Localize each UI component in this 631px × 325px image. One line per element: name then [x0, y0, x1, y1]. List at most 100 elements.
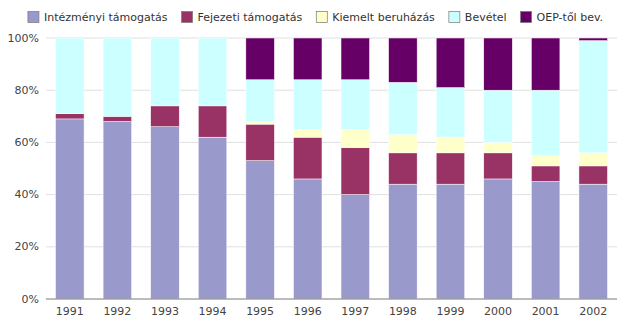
x-tick-label: 1995	[246, 305, 274, 318]
bar	[341, 129, 370, 147]
bar	[389, 38, 418, 82]
bar	[56, 119, 85, 299]
bar	[198, 38, 227, 39]
bar	[151, 106, 180, 127]
bar	[103, 116, 132, 121]
bar	[389, 153, 418, 184]
x-axis: 1991 1992 1993 1994 1995 1996 1997 1998 1999 2000…	[46, 299, 617, 318]
bar	[436, 88, 465, 138]
legend-item: OEP-től bev.	[521, 11, 603, 24]
bar	[293, 80, 322, 130]
bar	[341, 80, 370, 130]
legend-swatch	[182, 12, 193, 23]
grid-line	[46, 299, 617, 300]
bar	[531, 166, 560, 182]
bar	[246, 122, 275, 125]
y-tick-label: 100%	[8, 32, 39, 45]
bar	[293, 179, 322, 299]
bar	[484, 153, 513, 179]
grid	[46, 38, 617, 299]
legend-item: Fejezeti támogatás	[182, 11, 303, 24]
legend-item: Bevétel	[449, 11, 507, 24]
x-tick-label: 1999	[436, 305, 464, 318]
bar-series	[56, 38, 608, 155]
bar	[484, 179, 513, 299]
bar	[151, 127, 180, 299]
x-tick-label: 1994	[199, 305, 227, 318]
legend: Intézményi támogatás Fejezeti támogatás Ki…	[28, 11, 603, 24]
bar-series	[56, 106, 608, 195]
bar	[436, 184, 465, 299]
bar	[484, 90, 513, 142]
bar	[246, 80, 275, 122]
bar	[579, 38, 608, 41]
x-tick-label: 1998	[389, 305, 417, 318]
legend-label: Intézményi támogatás	[44, 11, 168, 24]
x-tick-label: 2000	[484, 305, 512, 318]
chart: Intézményi támogatás Fejezeti támogatás Ki…	[0, 0, 631, 325]
bar	[579, 41, 608, 153]
y-tick-label: 40%	[15, 188, 39, 201]
legend-swatch	[449, 12, 460, 23]
y-axis: 0% 20% 40% 60% 80% 100%	[8, 32, 39, 306]
bar	[484, 38, 513, 90]
bar	[246, 124, 275, 161]
bar	[531, 155, 560, 165]
bars	[56, 38, 608, 299]
bar	[531, 38, 560, 90]
x-tick-label: 1997	[341, 305, 369, 318]
bar	[151, 38, 180, 106]
x-tick-label: 2002	[579, 305, 607, 318]
legend-item: Intézményi támogatás	[28, 11, 168, 24]
bar	[579, 166, 608, 184]
bar	[198, 137, 227, 299]
bar	[103, 38, 132, 116]
legend-swatch	[28, 12, 39, 23]
bar	[246, 38, 275, 80]
legend-label: Kiemelt beruházás	[332, 11, 435, 24]
legend-swatch	[316, 12, 327, 23]
bar	[484, 142, 513, 152]
bar	[579, 153, 608, 166]
x-tick-label: 1993	[151, 305, 179, 318]
legend-label: OEP-től bev.	[537, 11, 603, 24]
y-tick-label: 60%	[15, 136, 39, 149]
x-tick-label: 1991	[56, 305, 84, 318]
legend-swatch	[521, 12, 532, 23]
bar	[56, 114, 85, 119]
legend-item: Kiemelt beruházás	[316, 11, 435, 24]
bar-series	[246, 38, 608, 90]
x-tick-label: 1996	[294, 305, 322, 318]
bar	[151, 38, 180, 39]
bar	[389, 135, 418, 153]
legend-label: Bevétel	[465, 11, 507, 24]
bar	[103, 38, 132, 39]
bar	[389, 184, 418, 299]
bar	[293, 137, 322, 179]
bar	[341, 195, 370, 299]
bar	[56, 38, 85, 39]
y-tick-label: 20%	[15, 240, 39, 253]
y-tick-label: 0%	[22, 293, 39, 306]
bar	[436, 137, 465, 153]
bar	[198, 106, 227, 137]
legend-label: Fejezeti támogatás	[198, 11, 303, 24]
bar	[56, 38, 85, 114]
bar	[293, 129, 322, 137]
bar	[246, 161, 275, 299]
bar	[579, 184, 608, 299]
bar-series	[56, 119, 608, 299]
bar	[436, 153, 465, 184]
bar	[341, 38, 370, 80]
x-tick-label: 1992	[103, 305, 131, 318]
y-tick-label: 80%	[15, 84, 39, 97]
bar	[293, 38, 322, 80]
bar	[103, 122, 132, 299]
bar	[341, 148, 370, 195]
bar	[198, 38, 227, 106]
x-axis-line	[46, 299, 617, 300]
bar	[531, 90, 560, 155]
bar	[389, 82, 418, 134]
bar	[436, 38, 465, 88]
bar	[531, 182, 560, 299]
